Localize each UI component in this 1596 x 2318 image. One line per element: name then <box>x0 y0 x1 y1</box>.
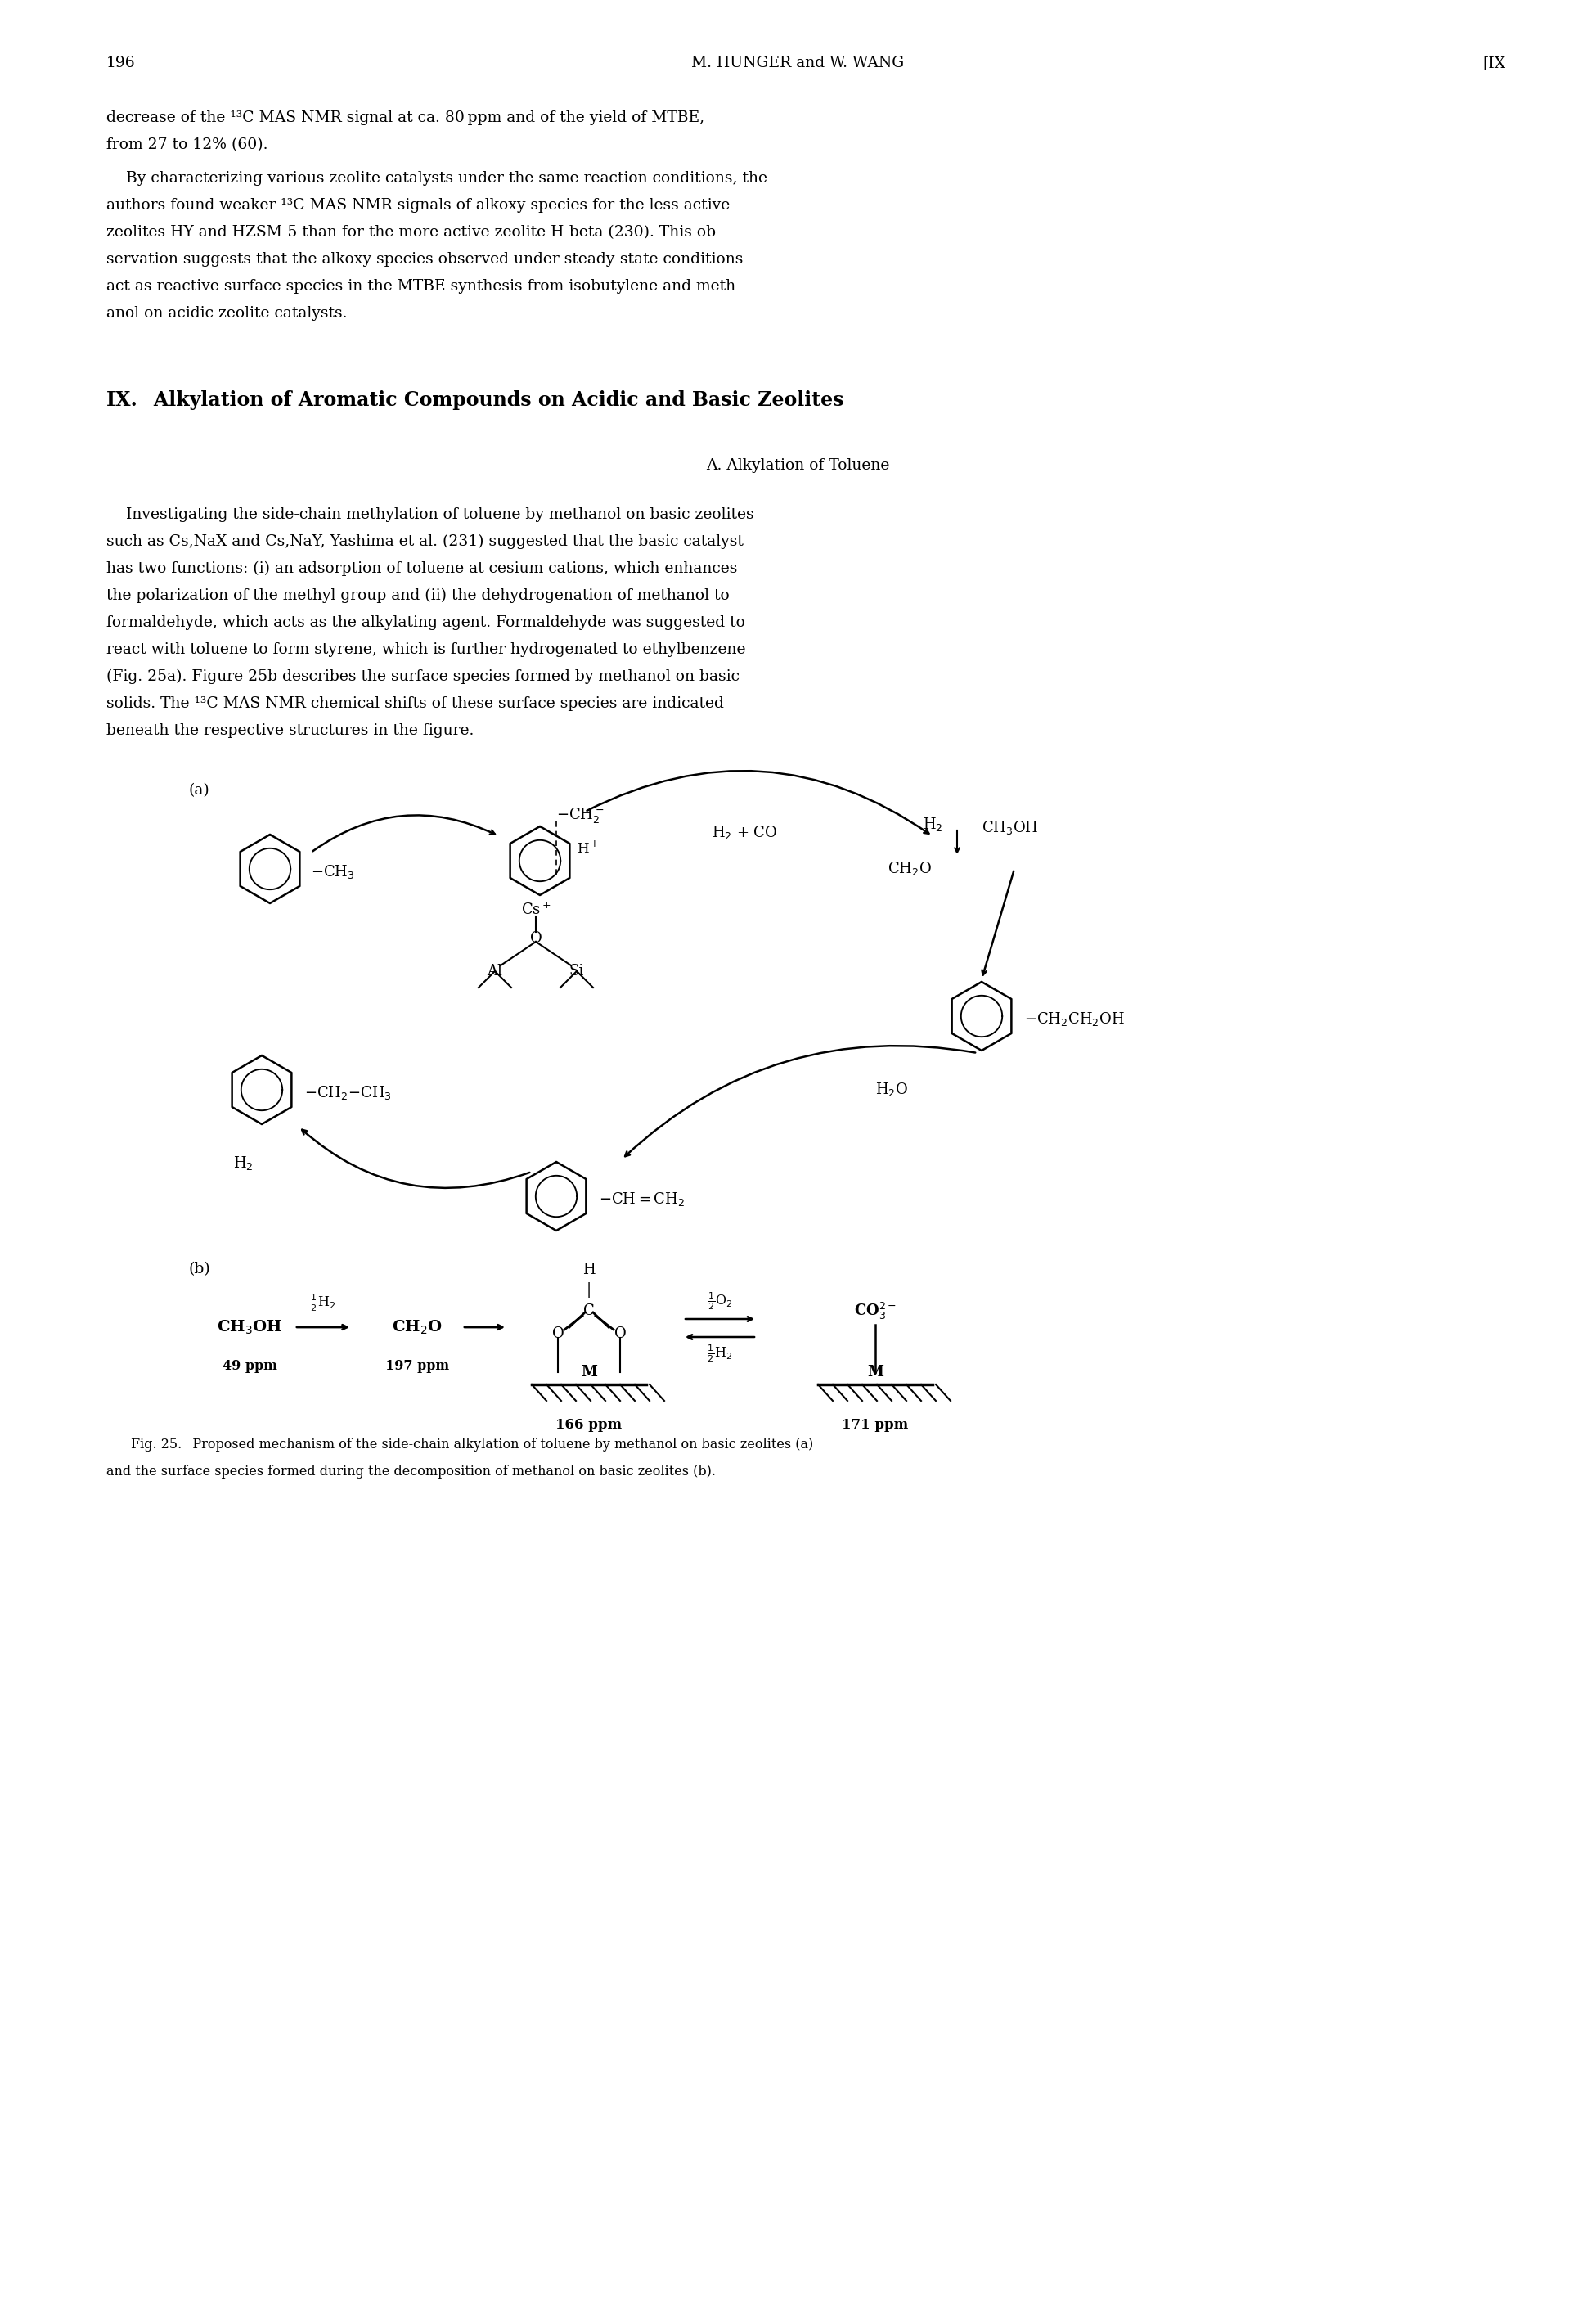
Text: 166 ppm: 166 ppm <box>555 1419 622 1433</box>
Text: H$_2$O: H$_2$O <box>875 1080 908 1099</box>
Text: the polarization of the methyl group and (ii) the dehydrogenation of methanol to: the polarization of the methyl group and… <box>107 589 729 603</box>
Text: H$_2$: H$_2$ <box>233 1154 254 1173</box>
Text: H$^+$: H$^+$ <box>576 841 598 855</box>
Text: act as reactive surface species in the MTBE synthesis from isobutylene and meth-: act as reactive surface species in the M… <box>107 278 741 294</box>
Text: solids. The ¹³C MAS NMR chemical shifts of these surface species are indicated: solids. The ¹³C MAS NMR chemical shifts … <box>107 695 725 712</box>
Text: anol on acidic zeolite catalysts.: anol on acidic zeolite catalysts. <box>107 306 348 320</box>
Text: beneath the respective structures in the figure.: beneath the respective structures in the… <box>107 723 474 737</box>
Text: (Fig. 25a). Figure 25b describes the surface species formed by methanol on basic: (Fig. 25a). Figure 25b describes the sur… <box>107 670 739 684</box>
Text: CH$_3$OH: CH$_3$OH <box>217 1319 282 1335</box>
Text: By characterizing various zeolite catalysts under the same reaction conditions, : By characterizing various zeolite cataly… <box>107 172 768 185</box>
Text: $-$CH$=$CH$_2$: $-$CH$=$CH$_2$ <box>598 1189 685 1208</box>
Text: (a): (a) <box>188 783 209 797</box>
Text: |: | <box>586 1282 592 1298</box>
Text: H$_2$: H$_2$ <box>922 816 943 832</box>
Text: CO$_3^{2-}$: CO$_3^{2-}$ <box>854 1300 897 1321</box>
Text: [IX: [IX <box>1483 56 1505 70</box>
Text: M. HUNGER and W. WANG: M. HUNGER and W. WANG <box>691 56 903 70</box>
Text: C: C <box>584 1303 595 1319</box>
Text: 49 ppm: 49 ppm <box>222 1358 276 1372</box>
Text: H: H <box>583 1263 595 1277</box>
Text: CH$_3$OH: CH$_3$OH <box>982 821 1039 837</box>
Text: $\frac{1}{2}$H$_2$: $\frac{1}{2}$H$_2$ <box>310 1291 335 1314</box>
Text: has two functions: (i) an adsorption of toluene at cesium cations, which enhance: has two functions: (i) an adsorption of … <box>107 561 737 577</box>
Text: O: O <box>552 1326 563 1342</box>
Text: A. Alkylation of Toluene: A. Alkylation of Toluene <box>705 459 889 473</box>
Text: servation suggests that the alkoxy species observed under steady-state condition: servation suggests that the alkoxy speci… <box>107 253 744 267</box>
Text: M: M <box>867 1365 884 1379</box>
Text: IX.  Alkylation of Aromatic Compounds on Acidic and Basic Zeolites: IX. Alkylation of Aromatic Compounds on … <box>107 389 844 410</box>
Text: zeolites HY and HZSM-5 than for the more active zeolite H-beta (230). This ob-: zeolites HY and HZSM-5 than for the more… <box>107 225 721 239</box>
Text: and the surface species formed during the decomposition of methanol on basic zeo: and the surface species formed during th… <box>107 1465 715 1479</box>
Text: from 27 to 12% (60).: from 27 to 12% (60). <box>107 137 268 153</box>
Text: $-$CH$_3$: $-$CH$_3$ <box>311 862 354 881</box>
Text: $\frac{1}{2}$H$_2$: $\frac{1}{2}$H$_2$ <box>707 1342 733 1363</box>
Text: decrease of the ¹³C MAS NMR signal at ca. 80 ppm and of the yield of MTBE,: decrease of the ¹³C MAS NMR signal at ca… <box>107 111 704 125</box>
Text: H$_2$ + CO: H$_2$ + CO <box>712 823 777 841</box>
Text: CH$_2$O: CH$_2$O <box>393 1319 442 1335</box>
Text: $\frac{1}{2}$O$_2$: $\frac{1}{2}$O$_2$ <box>707 1291 733 1312</box>
Text: Fig. 25.  Proposed mechanism of the side-chain alkylation of toluene by methanol: Fig. 25. Proposed mechanism of the side-… <box>131 1437 814 1451</box>
Text: (b): (b) <box>188 1261 211 1277</box>
Text: Al: Al <box>487 964 503 978</box>
Text: Investigating the side-chain methylation of toluene by methanol on basic zeolite: Investigating the side-chain methylation… <box>107 508 753 522</box>
Text: Si: Si <box>570 964 584 978</box>
Text: such as Cs,NaX and Cs,NaY, Yashima et al. (231) suggested that the basic catalys: such as Cs,NaX and Cs,NaY, Yashima et al… <box>107 533 744 549</box>
Text: 196: 196 <box>107 56 136 70</box>
Text: formaldehyde, which acts as the alkylating agent. Formaldehyde was suggested to: formaldehyde, which acts as the alkylati… <box>107 614 745 630</box>
Text: 171 ppm: 171 ppm <box>843 1419 908 1433</box>
Text: O: O <box>614 1326 626 1342</box>
Text: CH$_2$O: CH$_2$O <box>887 860 932 879</box>
Text: $-$CH$_2$$-$CH$_3$: $-$CH$_2$$-$CH$_3$ <box>305 1085 391 1101</box>
Text: $-$CH$_2$CH$_2$OH: $-$CH$_2$CH$_2$OH <box>1025 1011 1125 1027</box>
Text: Cs$^+$: Cs$^+$ <box>520 902 551 918</box>
Text: authors found weaker ¹³C MAS NMR signals of alkoxy species for the less active: authors found weaker ¹³C MAS NMR signals… <box>107 197 729 213</box>
Text: react with toluene to form styrene, which is further hydrogenated to ethylbenzen: react with toluene to form styrene, whic… <box>107 642 745 656</box>
Text: O: O <box>530 932 543 946</box>
Text: M: M <box>581 1365 597 1379</box>
Text: $-$CH$_2^-$: $-$CH$_2^-$ <box>557 807 603 825</box>
Text: 197 ppm: 197 ppm <box>385 1358 448 1372</box>
